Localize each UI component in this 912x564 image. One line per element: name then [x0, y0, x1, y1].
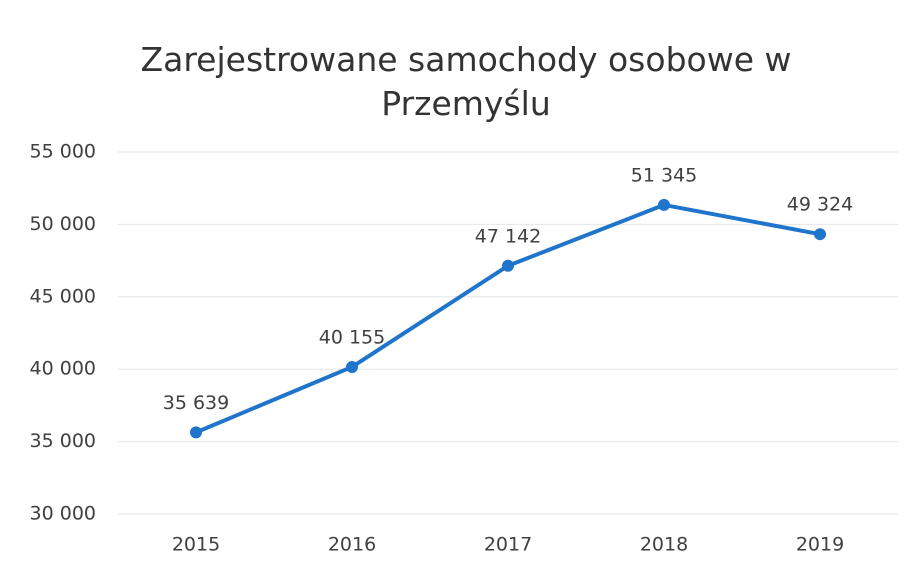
y-tick-label: 30 000	[30, 503, 96, 525]
point	[346, 360, 358, 373]
x-tick-label: 2019	[796, 534, 844, 556]
data-label: 49 324	[787, 194, 853, 216]
data-label: 51 345	[631, 164, 697, 186]
point	[190, 426, 202, 439]
y-tick-label: 35 000	[30, 430, 96, 452]
point	[658, 198, 670, 211]
x-tick-label: 2016	[328, 534, 376, 556]
chart-title: Zarejestrowane samochody osobowe w Przem…	[140, 40, 792, 123]
x-tick-label: 2015	[172, 534, 220, 556]
point	[502, 259, 514, 272]
x-tick-label: 2018	[640, 534, 688, 556]
data-label: 47 142	[475, 225, 541, 247]
y-tick-label: 55 000	[30, 141, 96, 163]
data-label: 35 639	[163, 392, 229, 414]
data-label: 40 155	[319, 326, 385, 348]
y-tick-label: 45 000	[30, 285, 96, 307]
point	[814, 228, 826, 241]
x-tick-label: 2017	[484, 534, 532, 556]
y-tick-label: 50 000	[30, 213, 96, 235]
y-tick-label: 40 000	[30, 358, 96, 380]
